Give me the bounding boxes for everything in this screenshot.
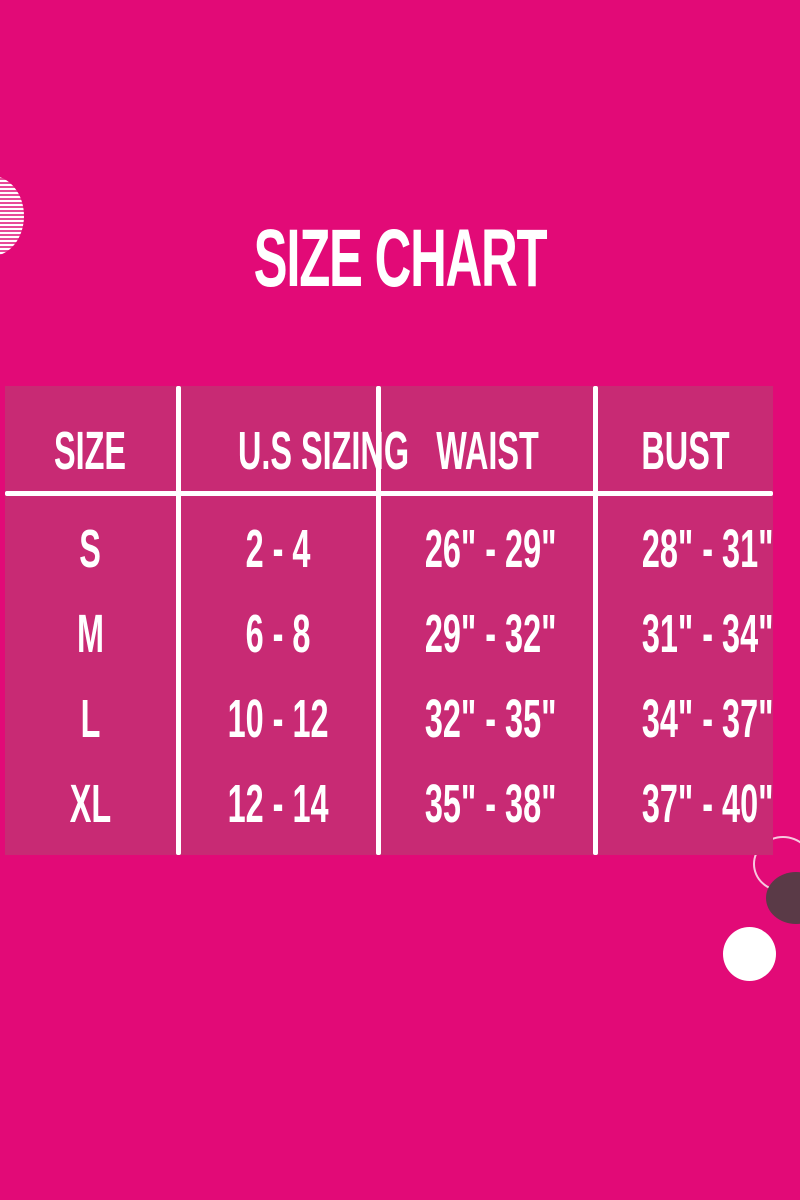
- page-title: SIZE CHART: [253, 213, 548, 304]
- cell-bust: 34" - 37": [641, 689, 774, 749]
- white-circle-decoration: [723, 927, 776, 981]
- cell-waist: 32" - 35": [424, 689, 557, 749]
- cell-us-sizing: 12 - 14: [228, 774, 329, 834]
- cell-bust: 28" - 31": [641, 519, 774, 579]
- cell-waist: 26" - 29": [424, 519, 557, 579]
- cell-size: L: [80, 689, 101, 749]
- header-us-sizing: U.S SIZING: [238, 421, 410, 481]
- column-divider: [593, 386, 598, 855]
- cell-us-sizing: 2 - 4: [246, 519, 311, 579]
- cell-size: XL: [69, 774, 112, 834]
- cell-waist: 35" - 38": [424, 774, 557, 834]
- header-waist: WAIST: [435, 421, 539, 481]
- cell-size: S: [79, 519, 102, 579]
- cell-bust: 37" - 40": [641, 774, 774, 834]
- header-divider: [5, 491, 773, 496]
- header-size: SIZE: [54, 421, 127, 481]
- cell-size: M: [76, 604, 104, 664]
- cell-waist: 29" - 32": [424, 604, 557, 664]
- size-table: [5, 386, 773, 855]
- header-bust: BUST: [641, 421, 730, 481]
- column-divider: [376, 386, 381, 855]
- cell-bust: 31" - 34": [641, 604, 774, 664]
- cell-us-sizing: 6 - 8: [246, 604, 311, 664]
- cell-us-sizing: 10 - 12: [228, 689, 329, 749]
- column-divider: [176, 386, 181, 855]
